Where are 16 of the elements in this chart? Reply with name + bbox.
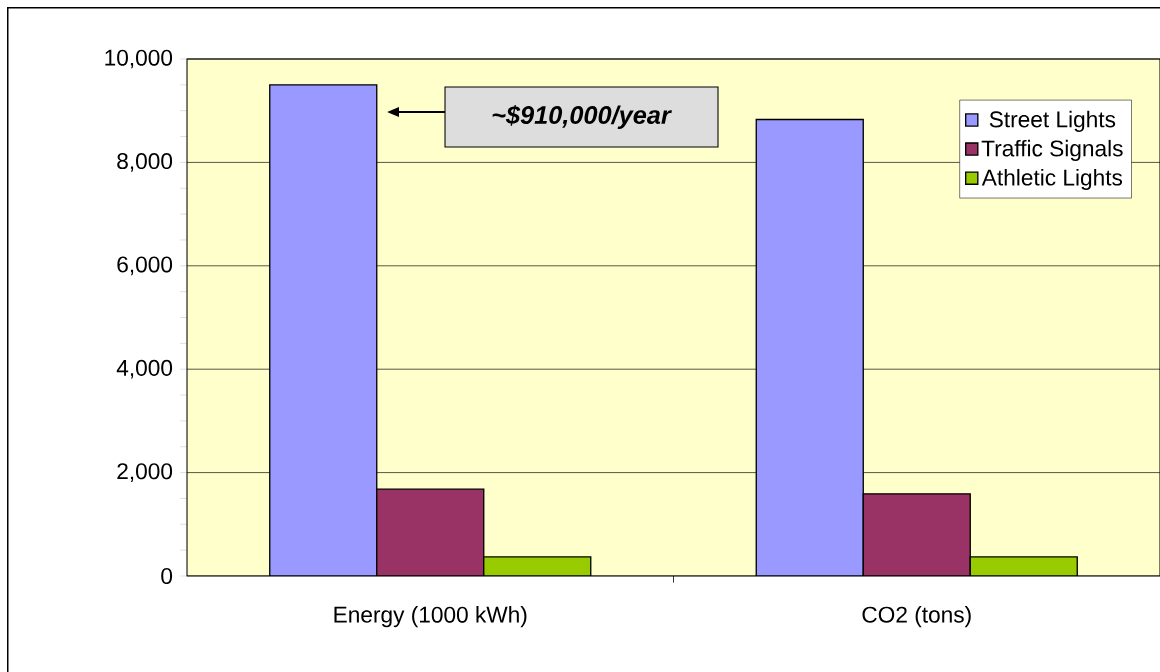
bar — [862, 493, 971, 576]
y-tick-label: 10,000 — [105, 49, 173, 69]
annotation: ~$910,000/year — [492, 104, 672, 130]
y-tick-label: 0 — [161, 567, 173, 585]
y-tick-label: 8,000 — [117, 153, 173, 172]
y-tick-label: 2,000 — [117, 463, 173, 482]
legend-label: Traffic Signals — [981, 139, 1123, 161]
y-tick-label: 4,000 — [116, 359, 173, 379]
legend-label: Athletic Lights — [981, 168, 1123, 191]
x-tick-label: CO2 (tons) — [862, 606, 971, 628]
bar — [376, 488, 485, 576]
bar — [269, 84, 378, 576]
x-tick-label: Energy (1000 kWh) — [334, 606, 527, 628]
y-tick-label: 6,000 — [117, 256, 173, 276]
legend-label: Street Lights — [989, 110, 1116, 132]
bar — [755, 118, 864, 576]
